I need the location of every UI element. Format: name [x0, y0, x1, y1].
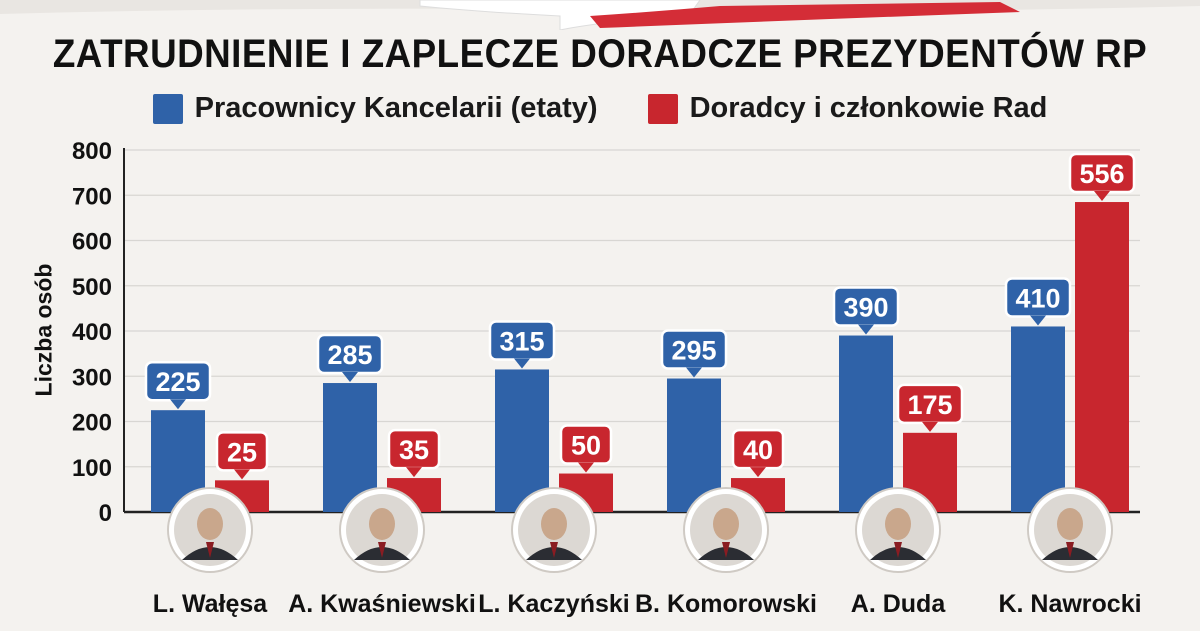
- x-tick-label: A. Kwaśniewski: [288, 590, 476, 618]
- y-tick-label: 700: [72, 183, 112, 210]
- advisors-pointer: [578, 462, 594, 473]
- y-tick-label: 0: [99, 500, 112, 527]
- y-tick-label: 300: [72, 364, 112, 391]
- portrait-tie: [550, 542, 558, 558]
- bar-employees: [495, 369, 549, 512]
- employees-pointer: [1030, 315, 1046, 326]
- portrait-tie: [722, 542, 730, 558]
- x-tick-label: L. Wałęsa: [152, 590, 268, 618]
- portrait-face: [197, 508, 223, 540]
- advisors-pointer: [1094, 191, 1110, 202]
- x-tick-label: L. Kaczyński: [478, 590, 630, 618]
- employees-data-label: 390: [843, 293, 888, 323]
- legend-swatch-red: [647, 93, 678, 124]
- portrait-face: [369, 508, 395, 540]
- portrait-face: [541, 508, 567, 540]
- advisors-data-label: 35: [399, 435, 429, 465]
- portrait-tie: [894, 542, 902, 558]
- chart-title: ZATRUDNIENIE I ZAPLECZE DORADCZE PREZYDE…: [52, 32, 1148, 76]
- employees-pointer: [170, 399, 186, 410]
- advisors-data-label: 40: [743, 435, 773, 465]
- flag-ribbon: [0, 0, 1200, 30]
- advisors-pointer: [234, 469, 250, 480]
- employees-pointer: [342, 372, 358, 383]
- advisors-pointer: [406, 467, 422, 478]
- x-tick-label: A. Duda: [850, 590, 946, 618]
- legend-label-employees: Pracownicy Kancelarii (etaty): [194, 92, 598, 124]
- advisors-data-label: 556: [1079, 159, 1124, 189]
- employees-pointer: [686, 367, 702, 378]
- y-tick-label: 100: [72, 455, 112, 482]
- bar-employees: [839, 335, 893, 512]
- portrait-tie: [378, 542, 386, 558]
- y-tick-label: 500: [72, 274, 112, 301]
- portrait-face: [885, 508, 911, 540]
- employees-data-label: 295: [671, 336, 716, 366]
- portrait-face: [713, 508, 739, 540]
- legend-item-employees: Pracownicy Kancelarii (etaty): [152, 92, 598, 125]
- employees-data-label: 410: [1015, 283, 1060, 313]
- employees-data-label: 285: [327, 340, 372, 370]
- advisors-data-label: 175: [907, 390, 952, 420]
- legend: Pracownicy Kancelarii (etaty) Doradcy i …: [0, 92, 1200, 125]
- y-tick-label: 200: [72, 410, 112, 437]
- portrait-tie: [1066, 542, 1074, 558]
- advisors-pointer: [922, 421, 938, 432]
- advisors-data-label: 25: [227, 437, 257, 467]
- y-tick-label: 400: [72, 319, 112, 346]
- legend-label-advisors: Doradcy i członkowie Rad: [689, 92, 1048, 124]
- bar-advisors: [1075, 202, 1129, 512]
- portrait-face: [1057, 508, 1083, 540]
- employees-data-label: 315: [499, 326, 544, 356]
- portrait-tie: [206, 542, 214, 558]
- y-tick-label: 800: [72, 138, 112, 165]
- bar-employees: [1011, 326, 1065, 512]
- employees-pointer: [858, 324, 874, 335]
- advisors-data-label: 50: [571, 431, 601, 461]
- y-tick-label: 600: [72, 229, 112, 256]
- legend-item-advisors: Doradcy i członkowie Rad: [647, 92, 1048, 125]
- x-tick-label: B. Komorowski: [635, 590, 817, 618]
- advisors-pointer: [750, 467, 766, 478]
- x-tick-label: K. Nawrocki: [998, 590, 1142, 618]
- legend-swatch-blue: [152, 93, 183, 124]
- employees-pointer: [514, 358, 530, 369]
- employees-data-label: 225: [155, 367, 200, 397]
